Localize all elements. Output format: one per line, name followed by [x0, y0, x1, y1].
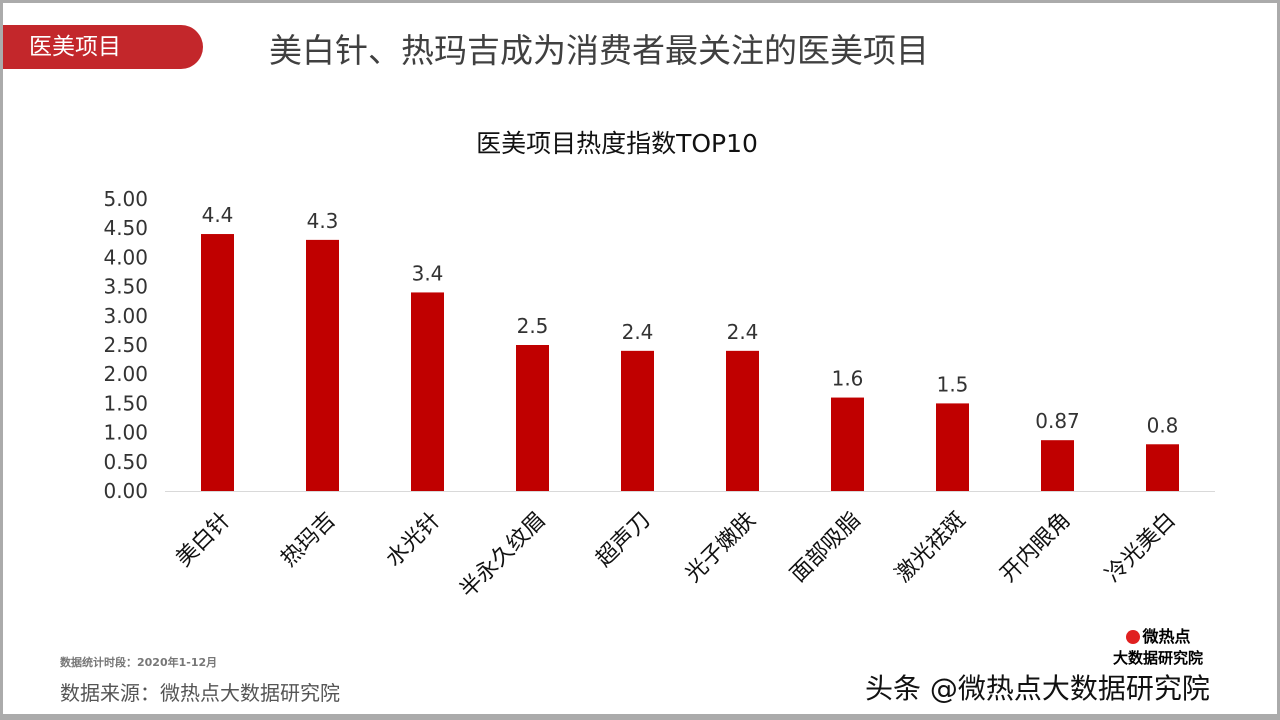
x-tick-label: 美白针	[171, 508, 235, 572]
bar	[936, 403, 969, 491]
x-tick-label: 面部吸脂	[786, 508, 866, 588]
y-tick-label: 0.50	[103, 450, 148, 474]
bar	[411, 292, 444, 491]
x-tick-label: 光子嫩肤	[681, 508, 761, 588]
brand-logo: 微热点 大数据研究院	[1113, 623, 1203, 668]
data-label: 1.5	[937, 372, 969, 396]
y-tick-label: 2.50	[103, 333, 148, 357]
data-label: 2.4	[622, 320, 654, 344]
x-tick-label: 热玛吉	[276, 508, 340, 572]
data-label: 1.6	[832, 367, 864, 391]
bar	[1041, 440, 1074, 491]
x-tick-label: 激光祛斑	[891, 508, 971, 588]
y-tick-label: 0.00	[103, 479, 148, 503]
bar	[306, 239, 339, 491]
y-tick-label: 2.00	[103, 362, 148, 386]
x-tick-label: 超声刀	[591, 508, 655, 572]
bar	[621, 350, 654, 491]
data-label: 0.8	[1147, 413, 1179, 437]
y-tick-label: 1.50	[103, 391, 148, 415]
x-tick-label: 开内眼角	[996, 508, 1076, 588]
bar	[201, 234, 234, 492]
y-tick-label: 3.00	[103, 304, 148, 328]
y-tick-label: 4.50	[103, 216, 148, 240]
watermark: 头条 @微热点大数据研究院	[865, 672, 1210, 705]
data-label: 4.3	[307, 209, 339, 233]
data-label: 0.87	[1035, 409, 1080, 433]
page-title: 美白针、热玛吉成为消费者最关注的医美项目	[269, 31, 929, 70]
weibo-eye-icon	[1125, 630, 1140, 644]
data-source-note: 数据来源：微热点大数据研究院	[60, 681, 340, 705]
section-tag: 医美项目	[3, 25, 203, 69]
logo-line2: 大数据研究院	[1113, 649, 1204, 667]
logo-line1: 微热点	[1142, 627, 1191, 646]
data-period-note: 数据统计时段：2020年1-12月	[60, 656, 218, 669]
x-tick-label: 冷光美白	[1101, 508, 1181, 588]
x-tick-label: 半永久纹眉	[455, 508, 550, 603]
bar	[726, 350, 759, 491]
y-tick-label: 1.00	[103, 421, 148, 445]
data-label: 2.4	[727, 320, 759, 344]
bar	[1146, 444, 1179, 491]
data-label: 2.5	[517, 314, 549, 338]
data-label: 3.4	[412, 261, 444, 285]
y-tick-label: 4.00	[103, 245, 148, 269]
y-tick-label: 3.50	[103, 275, 148, 299]
x-tick-label: 水光针	[381, 508, 445, 572]
y-tick-label: 5.00	[103, 187, 148, 211]
data-label: 4.4	[202, 203, 234, 227]
bar	[831, 397, 864, 491]
bar	[516, 345, 549, 491]
chart-title: 医美项目热度指数TOP10	[476, 129, 758, 158]
